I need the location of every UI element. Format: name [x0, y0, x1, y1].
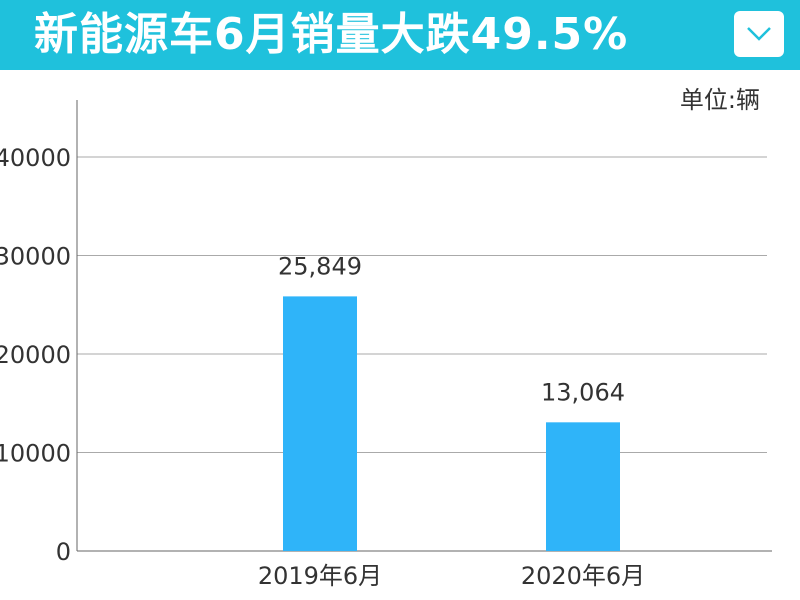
header-bar: 新能源车6月销量大跌49.5%	[0, 0, 800, 70]
bar	[546, 422, 620, 551]
bar	[283, 296, 357, 551]
y-tick-label: 20000	[0, 341, 71, 369]
y-tick-label: 30000	[0, 243, 71, 271]
y-tick-label: 10000	[0, 440, 71, 468]
y-tick-label: 40000	[0, 144, 71, 172]
x-category-label: 2019年6月	[258, 562, 382, 590]
data-label: 25,849	[278, 252, 362, 280]
chevron-down-icon	[747, 27, 771, 41]
x-category-label: 2020年6月	[521, 562, 645, 590]
data-label: 13,064	[541, 378, 625, 406]
unit-label: 单位:辆	[679, 86, 760, 114]
page-title: 新能源车6月销量大跌49.5%	[34, 9, 629, 60]
y-tick-label: 0	[56, 538, 71, 566]
dropdown-button[interactable]	[734, 11, 784, 57]
